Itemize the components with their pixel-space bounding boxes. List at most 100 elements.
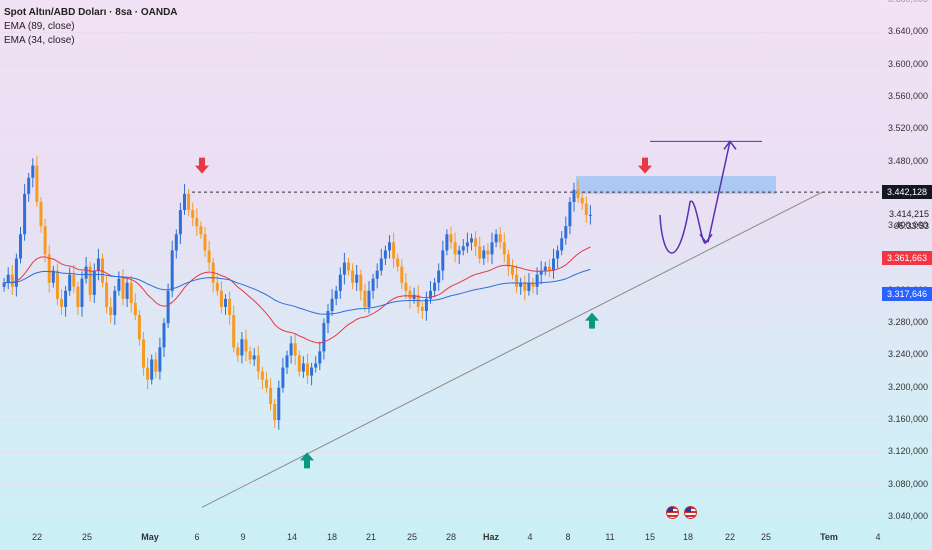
candle-body	[154, 359, 158, 372]
candle-body	[375, 270, 379, 279]
candle-body	[388, 242, 391, 251]
time-axis-label: 22	[724, 532, 736, 542]
ema34-price-tag: 3.361,663	[882, 251, 932, 265]
candle-body	[199, 226, 203, 235]
candle-body	[137, 315, 141, 340]
candle-body	[588, 214, 592, 216]
time-axis-label: 18	[682, 532, 694, 542]
buy-arrow-icon	[300, 452, 314, 469]
candle-body	[170, 250, 174, 291]
candle-body	[445, 234, 449, 251]
candle-body	[31, 165, 35, 178]
candle-body	[47, 254, 51, 283]
candle-body	[301, 363, 305, 372]
candle-body	[400, 266, 404, 283]
candle-body	[490, 242, 494, 255]
candle-body	[23, 193, 27, 235]
candle-body	[133, 302, 137, 316]
candle-body	[10, 274, 14, 287]
candle-body	[240, 339, 244, 356]
price-axis-label: 3.160,000	[887, 414, 928, 425]
time-axis-label: 6	[194, 532, 200, 542]
candle-body	[338, 274, 342, 291]
candle-body	[228, 298, 232, 316]
candle-body	[51, 270, 55, 283]
candle-body	[203, 234, 207, 251]
price-axis-label: 3.400,000	[887, 220, 928, 231]
candle-body	[437, 270, 441, 283]
candle-body	[314, 363, 318, 368]
candle-body	[408, 290, 412, 299]
resistance-zone	[576, 176, 776, 194]
candle-body	[552, 258, 555, 271]
candle-body	[506, 254, 510, 267]
candle-body	[322, 323, 326, 352]
candle-body	[232, 315, 236, 348]
candle-body	[39, 201, 43, 227]
projection-arrowhead-down	[699, 233, 713, 244]
time-axis-label: Haz	[482, 532, 500, 542]
us-flag-icon[interactable]	[666, 506, 679, 519]
sell-arrow-icon	[638, 157, 652, 174]
candle-body	[383, 250, 387, 259]
candle-body	[35, 165, 39, 202]
candle-body	[449, 234, 453, 243]
candle-body	[347, 262, 350, 271]
candle-body	[539, 270, 543, 275]
candle-body	[146, 367, 150, 380]
legend-ema34[interactable]: EMA (34, close)	[4, 35, 75, 46]
time-axis-label: May	[141, 532, 159, 542]
legend-title[interactable]: Spot Altın/ABD Doları · 8sa · OANDA	[4, 7, 178, 18]
candle-body	[285, 355, 289, 368]
candle-body	[547, 266, 551, 271]
bar-countdown: 05:33:53	[893, 221, 929, 231]
us-flag-icon[interactable]	[684, 506, 697, 519]
candle-body	[474, 238, 478, 247]
candle-body	[351, 270, 355, 283]
price-axis-label: 3.600,000	[887, 58, 928, 69]
candle-body	[88, 266, 92, 295]
time-axis-label: 4	[527, 532, 533, 542]
price-axis-label: 3.240,000	[887, 349, 928, 360]
candle-body	[379, 258, 383, 271]
candle-body	[412, 294, 416, 299]
legend-ema89[interactable]: EMA (89, close)	[4, 21, 75, 32]
candle-body	[191, 210, 195, 219]
candle-body	[556, 250, 560, 259]
projection-arrowhead	[723, 140, 737, 150]
candle-body	[80, 278, 84, 307]
candle-body	[396, 258, 400, 267]
candle-body	[105, 282, 109, 307]
time-axis-label: 28	[445, 532, 457, 542]
candle-body	[523, 282, 527, 291]
candle-body	[433, 282, 437, 291]
candle-body	[129, 282, 133, 303]
candle-body	[453, 242, 457, 255]
candle-body	[252, 355, 256, 360]
candle-body	[248, 351, 252, 360]
price-axis-label: 3.280,000	[887, 317, 928, 328]
candle-body	[76, 286, 80, 307]
resistance-price-tag: 3.442,128	[882, 185, 932, 199]
candle-body	[486, 250, 490, 255]
candle-body	[330, 298, 334, 312]
time-axis-label: 21	[365, 532, 377, 542]
time-axis-label: 25	[406, 532, 418, 542]
candle-body	[580, 197, 584, 204]
time-axis-label: Tem	[820, 532, 838, 542]
time-axis-label: 14	[286, 532, 298, 542]
candle-body	[109, 306, 113, 316]
candle-body	[470, 238, 473, 243]
candle-body	[101, 258, 104, 283]
current-price-value: 3.414,215	[888, 209, 929, 219]
candle-body	[531, 282, 535, 287]
candle-body	[256, 355, 260, 372]
candle-body	[273, 403, 277, 421]
candle-body	[14, 258, 18, 287]
candle-body	[392, 242, 396, 259]
candle-body	[289, 343, 293, 356]
candle-body	[519, 282, 523, 287]
candle-body	[2, 282, 6, 287]
